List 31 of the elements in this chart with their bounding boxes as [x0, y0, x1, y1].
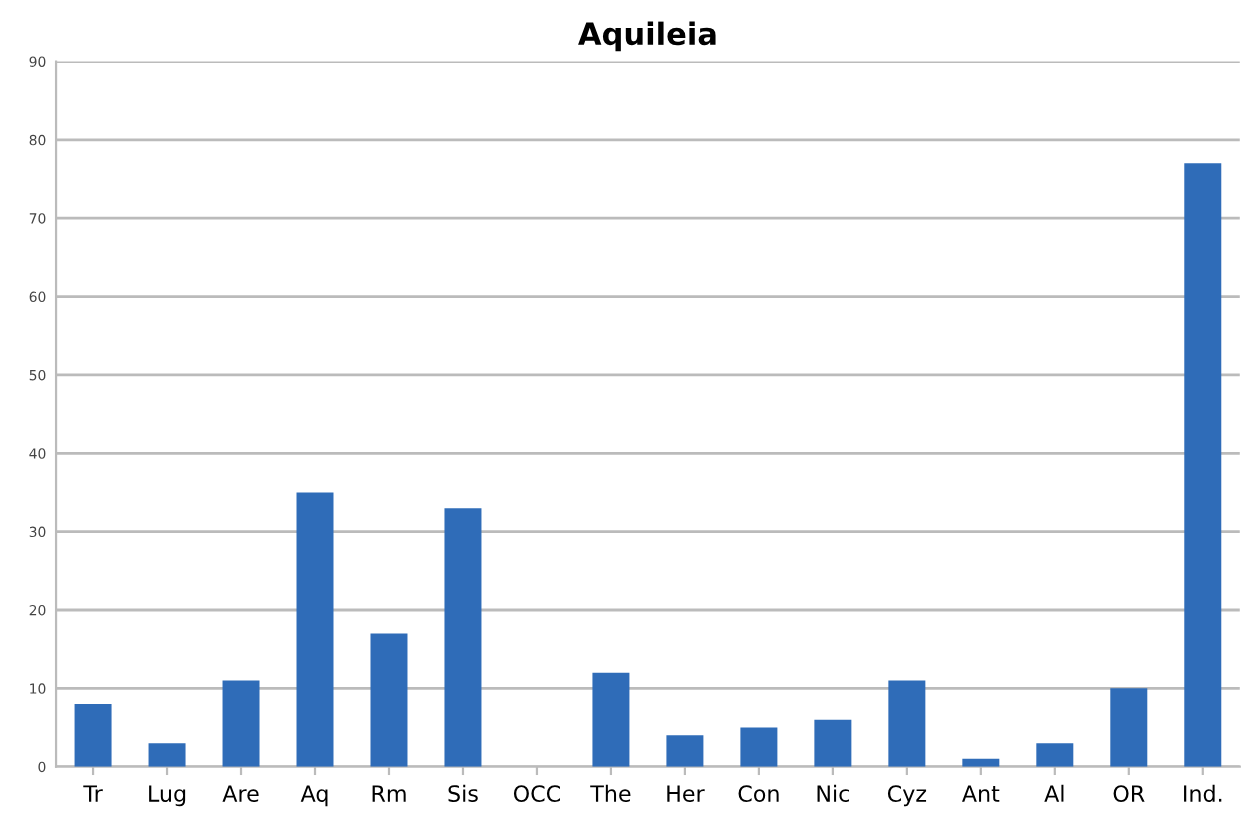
bar: [74, 704, 112, 767]
x-tick-label: Ind.: [1184, 784, 1222, 802]
x-tick-label: Ant: [962, 785, 1000, 802]
chart-title: Aquileia: [578, 21, 716, 52]
bar: [1110, 688, 1148, 767]
x-tick-label: OCC: [513, 785, 560, 802]
bar: [666, 735, 704, 767]
bar: [222, 680, 260, 767]
bar: [1036, 743, 1074, 767]
x-tick-label: Rm: [372, 785, 406, 802]
bar: [814, 719, 852, 767]
x-tick-label: Cyz: [887, 785, 927, 807]
bar: [296, 492, 334, 767]
x-tick-label: Tr: [83, 785, 103, 802]
x-tick-label: Al: [1044, 784, 1064, 802]
x-tick-label: Con: [738, 785, 779, 802]
bar: [444, 508, 482, 767]
x-tick-label: Sis: [448, 784, 478, 802]
x-tick-label: Aq: [300, 785, 328, 807]
x-tick-label: OR: [1113, 785, 1145, 802]
x-tick-label: Lug: [149, 785, 186, 807]
bar: [592, 672, 630, 767]
bar: [888, 680, 926, 767]
x-tick-label: Her: [667, 785, 705, 802]
x-tick-label: Are: [222, 785, 259, 802]
bar: [1184, 163, 1222, 767]
bar: [148, 743, 186, 767]
bar: [740, 727, 778, 767]
x-tick-label: Nic: [817, 784, 849, 802]
bar: [370, 633, 408, 767]
x-tick-label: The: [590, 784, 631, 802]
